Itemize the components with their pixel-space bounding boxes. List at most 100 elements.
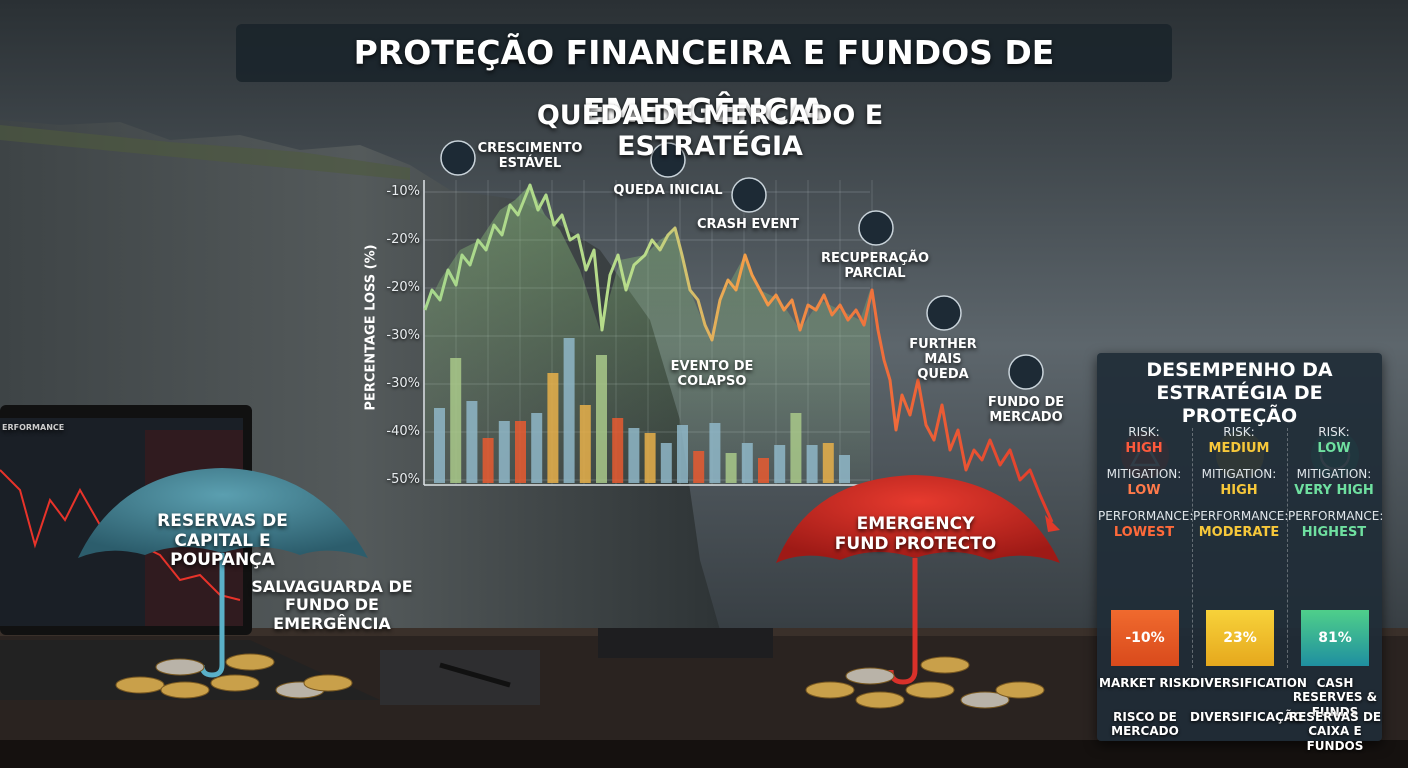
- metric-label: MITIGATION:: [1201, 467, 1277, 481]
- bar: [612, 418, 624, 483]
- y-tick-label: -10%: [386, 184, 420, 199]
- bar: [660, 443, 672, 483]
- bar: [774, 445, 786, 483]
- tablet: [598, 628, 773, 658]
- red-umbrella: [776, 475, 1060, 563]
- column-name: DIVERSIFICATION: [1190, 676, 1307, 690]
- chart-area: [425, 185, 870, 485]
- bar: [515, 421, 526, 483]
- bar: [434, 408, 445, 483]
- icon-crash: [731, 177, 767, 213]
- value-box: -10%: [1111, 610, 1179, 666]
- bar: [839, 455, 850, 483]
- table-front: [0, 740, 1408, 768]
- column-divider: [1287, 428, 1288, 668]
- bar: [806, 445, 818, 483]
- pen: [439, 662, 511, 688]
- icon-further: [926, 295, 962, 331]
- metric-label: RISK:: [1223, 425, 1255, 439]
- value-box: 81%: [1301, 610, 1369, 666]
- annotation: CRASH EVENT: [697, 217, 799, 232]
- icon-recovery: [858, 210, 894, 246]
- metric-value: LOW: [1317, 441, 1351, 456]
- arrow-head: [1045, 515, 1060, 532]
- bar: [822, 443, 834, 483]
- umbrella-caption: SALVAGUARDA DE FUNDO DE EMERGÊNCIA: [251, 577, 413, 633]
- metric-label: PERFORMANCE:: [1098, 509, 1194, 523]
- bar: [596, 355, 607, 483]
- annotation: FURTHER MAIS QUEDA: [909, 337, 977, 382]
- laptop-label: ERFORMANCE: [2, 423, 65, 432]
- y-axis-title: PERCENTAGE LOSS (%): [363, 244, 379, 411]
- y-tick-label: -30%: [386, 328, 420, 343]
- metric-value: LOW: [1127, 483, 1161, 498]
- market-line: [423, 183, 1054, 523]
- metric-value: MEDIUM: [1208, 441, 1270, 456]
- bar: [466, 401, 478, 483]
- y-tick-label: -50%: [386, 472, 420, 487]
- metric-value: VERY HIGH: [1294, 483, 1374, 498]
- bar: [563, 338, 575, 483]
- value-box: 23%: [1206, 610, 1274, 666]
- umbrella-label: EMERGENCY FUND PROTECTO: [834, 514, 997, 554]
- strategy-column: RISK: MEDIUM MITIGATION: HIGH PERFORMANCE: MO…: [1193, 425, 1289, 666]
- strategy-column: RISK: HIGH MITIGATION: LOW PERFORMANCE: LOWES…: [1098, 425, 1194, 666]
- bar: [644, 433, 656, 483]
- bar: [693, 451, 705, 483]
- bars: [434, 338, 850, 483]
- bar: [677, 425, 688, 483]
- metric-label: PERFORMANCE:: [1288, 509, 1384, 523]
- bar: [498, 421, 510, 483]
- icon-bottom: [1008, 354, 1044, 390]
- bar: [531, 413, 543, 483]
- notebook: [380, 650, 540, 705]
- metric-value: HIGH: [1125, 441, 1163, 456]
- bar: [628, 428, 640, 483]
- icon-growth: [440, 140, 476, 176]
- y-tick-label: -40%: [386, 424, 420, 439]
- cliff-grass: [0, 125, 410, 180]
- column-name: CASH RESERVES & FUNDS: [1292, 676, 1378, 719]
- metric-label: RISK:: [1128, 425, 1160, 439]
- metric-value: LOWEST: [1113, 525, 1175, 540]
- panel-title: DESEMPENHO DA ESTRATÉGIA DE PROTEÇÃO: [1146, 359, 1333, 427]
- bar: [482, 438, 494, 483]
- icon-drop: [650, 142, 686, 178]
- icons: [440, 140, 1044, 390]
- column-name: MARKET RISK: [1099, 676, 1191, 690]
- column-name-pt: RESERVAS DE CAIXA E FUNDOS: [1288, 710, 1382, 753]
- bar: [450, 358, 462, 483]
- metric-label: PERFORMANCE:: [1193, 509, 1289, 523]
- bar: [741, 443, 753, 483]
- metric-value: HIGH: [1220, 483, 1258, 498]
- annotation: RECUPERAÇÃO PARCIAL: [820, 251, 930, 281]
- annotation: QUEDA INICIAL: [613, 183, 723, 198]
- metric-value: MODERATE: [1198, 525, 1280, 540]
- metric-value: HIGHEST: [1301, 525, 1367, 540]
- bar: [547, 373, 559, 483]
- annotation: CRESCIMENTO ESTÁVEL: [477, 141, 583, 171]
- strategy-panel: DESEMPENHO DA ESTRATÉGIA DE PROTEÇÃO RIS…: [1097, 353, 1384, 741]
- bar: [725, 453, 737, 483]
- bar: [758, 458, 769, 483]
- blue-umbrella: [78, 468, 368, 558]
- metric-label: MITIGATION:: [1296, 467, 1372, 481]
- metric-label: MITIGATION:: [1106, 467, 1182, 481]
- umbrella-label: RESERVAS DE CAPITAL E POUPANÇA: [157, 511, 288, 571]
- bar: [709, 423, 721, 483]
- bar: [579, 405, 591, 483]
- y-tick-label: -30%: [386, 376, 420, 391]
- coins: [115, 653, 1045, 709]
- metric-label: RISK:: [1318, 425, 1350, 439]
- annotation: FUNDO DE MERCADO: [987, 395, 1065, 425]
- chart-title: QUEDA DE MERCADO E ESTRATÉGIA: [536, 100, 884, 163]
- y-tick-label: -20%: [386, 232, 420, 247]
- y-tick-label: -20%: [386, 280, 420, 295]
- main-title: PROTEÇÃO FINANCEIRA E FUNDOS DE EMERGÊNC…: [236, 24, 1172, 130]
- bar: [790, 413, 802, 483]
- column-name-pt: DIVERSIFICAÇÃO: [1190, 710, 1304, 724]
- column-divider: [1192, 428, 1193, 668]
- column-name-pt: RISCO DE MERCADO: [1111, 710, 1179, 739]
